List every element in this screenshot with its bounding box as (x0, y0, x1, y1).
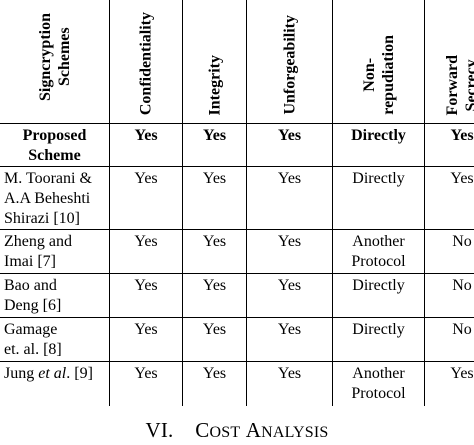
scheme-name-line: et. al. [8] (4, 341, 62, 358)
integrity-cell: Yes (183, 362, 247, 407)
non-repudiation-cell: Directly (333, 124, 425, 167)
non-repudiation-cell: Another Protocol (333, 230, 425, 274)
section-title-initial-2: A (246, 418, 261, 442)
integrity-cell: Yes (183, 274, 247, 318)
scheme-name-line: Proposed (23, 127, 87, 144)
forward-secrecy-cell: No (425, 230, 474, 274)
table-row: M. Toorani & A.A Beheshti Shirazi [10] Yes… (0, 167, 474, 230)
scheme-name-line: M. Toorani & (4, 170, 92, 187)
scheme-name-prefix: Jung (4, 365, 38, 382)
section-title-rest-1: OST (210, 424, 241, 441)
header-integrity: Integrity (183, 0, 247, 124)
header-non-repudiation: Non-repudiation (333, 0, 425, 124)
forward-secrecy-cell: Yes (425, 362, 474, 407)
unforgeability-cell: Yes (247, 230, 333, 274)
non-repudiation-cell: Directly (333, 318, 425, 362)
table-row: Gamage et. al. [8] Yes Yes Yes Directly N… (0, 318, 474, 362)
header-schemes-line2: Schemes (56, 28, 73, 87)
confidentiality-cell: Yes (110, 230, 183, 274)
integrity-cell: Yes (183, 124, 247, 167)
scheme-name-line: Scheme (28, 147, 80, 164)
header-unforgeability-label: Unforgeability (281, 15, 298, 115)
scheme-name-italic: et al (38, 365, 66, 382)
scheme-cell: Jung et al. [9] (0, 362, 110, 407)
header-fs-line1: Forward (444, 55, 461, 115)
forward-secrecy-cell: No (425, 318, 474, 362)
unforgeability-cell: Yes (247, 167, 333, 230)
confidentiality-cell: Yes (110, 274, 183, 318)
confidentiality-cell: Yes (110, 362, 183, 407)
section-number: VI. (145, 418, 173, 442)
non-repudiation-cell: Directly (333, 167, 425, 230)
header-confidentiality-label: Confidentiality (138, 12, 155, 115)
non-repudiation-cell: Another Protocol (333, 362, 425, 407)
scheme-name-line: Deng [6] (4, 297, 61, 314)
forward-secrecy-cell: Yes (425, 167, 474, 230)
scheme-name-suffix: . [9] (66, 365, 93, 382)
non-repudiation-cell: Directly (333, 274, 425, 318)
integrity-cell: Yes (183, 318, 247, 362)
header-confidentiality: Confidentiality (110, 0, 183, 124)
scheme-name-line: Zheng and (4, 233, 72, 250)
header-nonrep-line2: repudiation (380, 35, 397, 115)
header-nonrep-line1: Non- (361, 58, 378, 92)
scheme-cell: Bao and Deng [6] (0, 274, 110, 318)
section-title-rest-2: NALYSIS (261, 424, 328, 441)
scheme-cell: Gamage et. al. [8] (0, 318, 110, 362)
confidentiality-cell: Yes (110, 167, 183, 230)
table-row: Proposed Scheme Yes Yes Yes Directly Yes (0, 124, 474, 167)
unforgeability-cell: Yes (247, 274, 333, 318)
scheme-cell: Zheng and Imai [7] (0, 230, 110, 274)
forward-secrecy-cell: No (425, 274, 474, 318)
integrity-cell: Yes (183, 167, 247, 230)
scheme-name-line: Gamage (4, 321, 57, 338)
integrity-cell: Yes (183, 230, 247, 274)
scheme-cell: M. Toorani & A.A Beheshti Shirazi [10] (0, 167, 110, 230)
header-schemes-line1: Signcryption (37, 13, 54, 101)
header-integrity-label: Integrity (206, 55, 223, 115)
scheme-name-line: A.A Beheshti (4, 190, 90, 207)
table-row: Zheng and Imai [7] Yes Yes Yes Another Pr… (0, 230, 474, 274)
header-fs-line2: Secrecy (463, 59, 474, 111)
unforgeability-cell: Yes (247, 362, 333, 407)
unforgeability-cell: Yes (247, 124, 333, 167)
forward-secrecy-cell: Yes (425, 124, 474, 167)
table-row: Jung et al. [9] Yes Yes Yes Another Prot… (0, 362, 474, 407)
scheme-name-line: Shirazi [10] (4, 210, 80, 227)
section-title-initial-1: C (195, 418, 209, 442)
scheme-name-line: Imai [7] (4, 253, 56, 270)
scheme-name-line: Bao and (4, 277, 57, 294)
confidentiality-cell: Yes (110, 318, 183, 362)
section-heading: VI. COST ANALYSIS (0, 418, 474, 445)
header-unforgeability: Unforgeability (247, 0, 333, 124)
confidentiality-cell: Yes (110, 124, 183, 167)
scheme-cell: Proposed Scheme (0, 124, 110, 167)
unforgeability-cell: Yes (247, 318, 333, 362)
table-row: Bao and Deng [6] Yes Yes Yes Directly No (0, 274, 474, 318)
